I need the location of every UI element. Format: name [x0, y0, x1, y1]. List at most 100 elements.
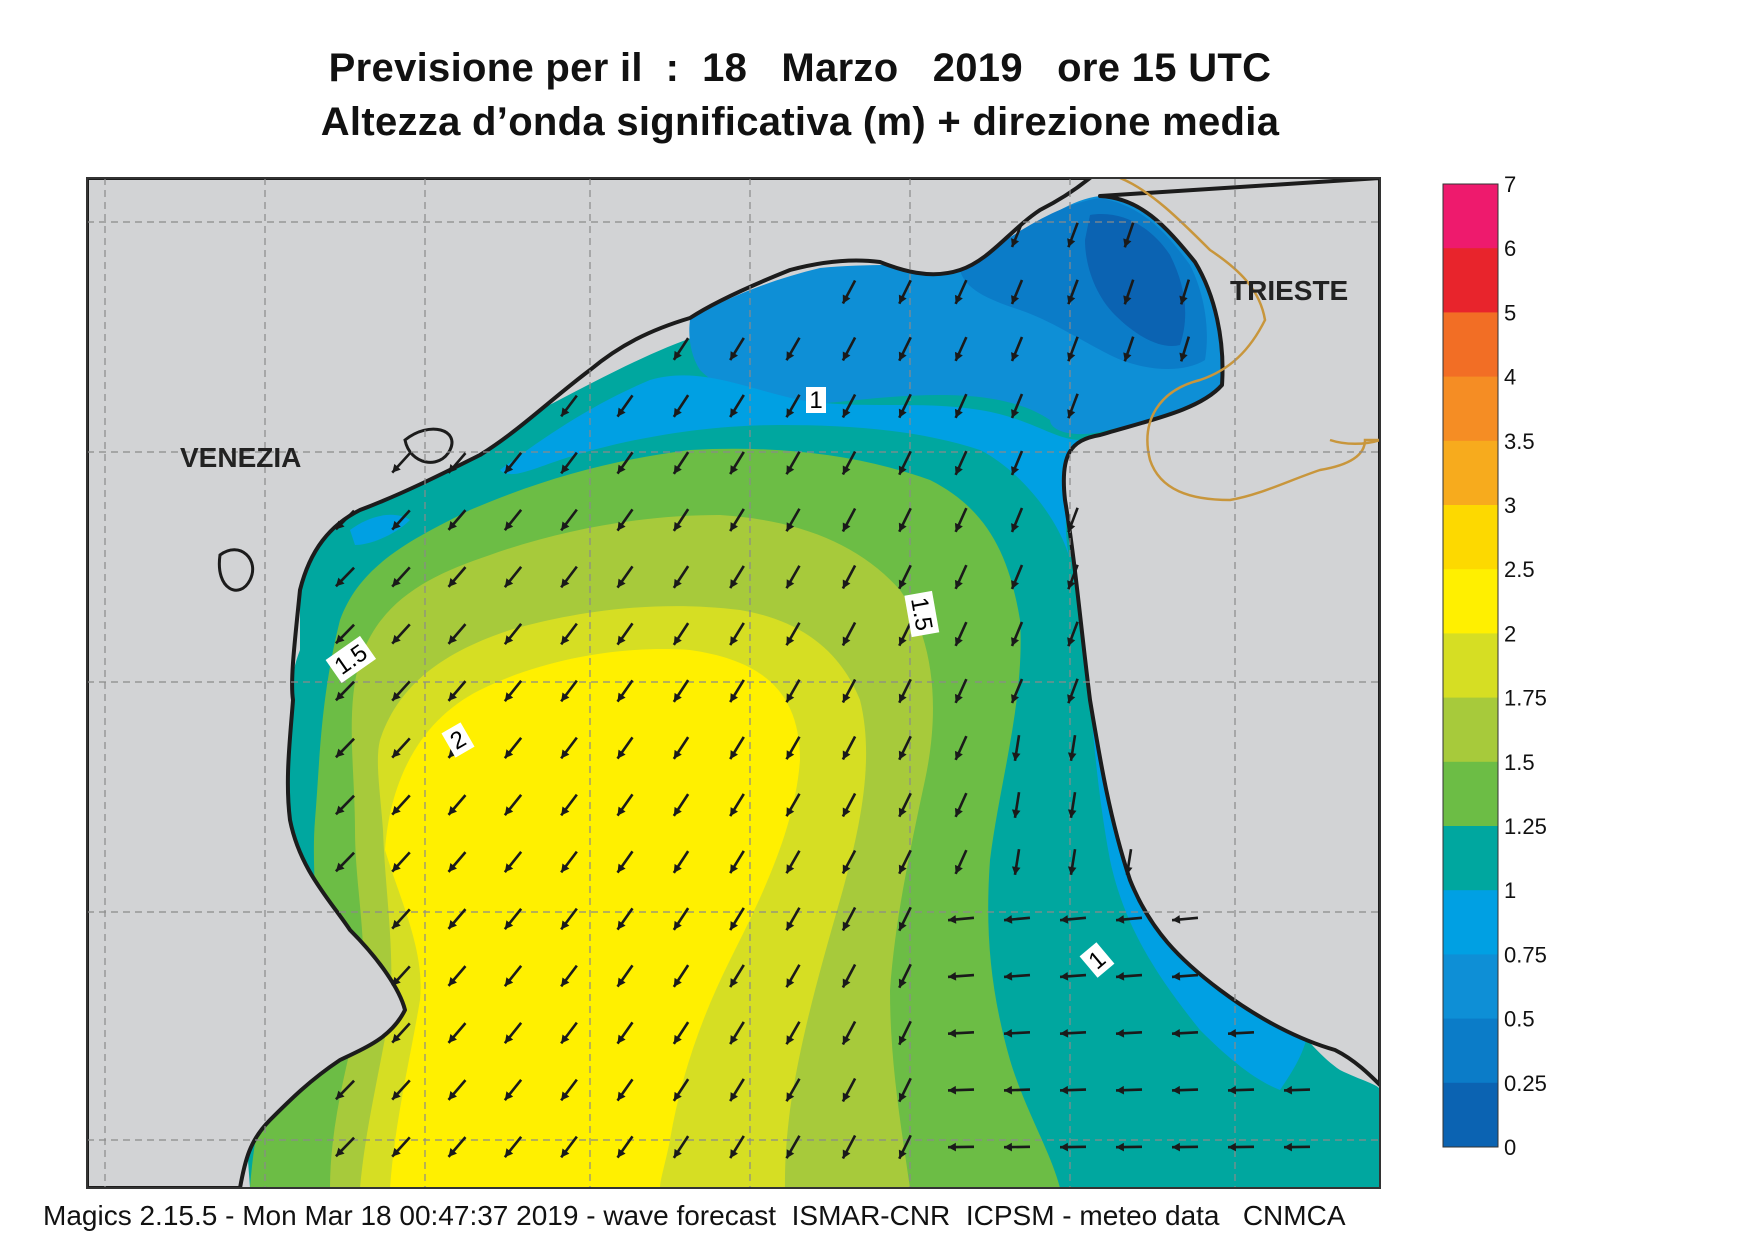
wave-arrow	[954, 621, 968, 647]
title-line-1: Previsione per il : 18 Marzo 2019 ore 15…	[328, 46, 1272, 90]
legend-tick-label: 7	[1504, 172, 1516, 197]
wave-arrow	[616, 622, 634, 646]
wave-arrow	[841, 792, 857, 818]
wave-arrow	[560, 1135, 578, 1159]
wave-arrow	[1003, 1142, 1031, 1152]
legend-swatch	[1443, 376, 1498, 442]
wave-arrow	[447, 794, 467, 816]
wave-arrow	[334, 1136, 356, 1158]
wave-arrow	[447, 1079, 467, 1101]
wave-arrow	[447, 566, 467, 588]
wave-arrow	[841, 450, 857, 476]
wave-arrow	[1123, 336, 1135, 362]
wave-arrow	[560, 622, 578, 646]
wave-arrow	[503, 737, 523, 759]
wave-arrow	[1123, 848, 1133, 876]
wave-arrow	[947, 1028, 975, 1038]
wave-arrow	[841, 621, 857, 647]
wave-arrow	[898, 1020, 912, 1046]
wave-arrow	[1010, 564, 1024, 590]
wave-arrow	[729, 394, 745, 418]
wave-arrow	[729, 850, 745, 874]
wave-arrow	[672, 451, 690, 475]
wave-arrow	[898, 1077, 912, 1103]
wave-arrow	[391, 1079, 411, 1101]
wave-arrow	[898, 564, 912, 590]
wave-arrow	[391, 965, 411, 987]
city-label-trieste: TRIESTE	[1230, 275, 1348, 306]
wave-arrow	[1059, 1028, 1087, 1038]
wave-arrow	[1010, 222, 1024, 248]
wave-arrow	[898, 678, 912, 704]
wave-arrow	[898, 1134, 912, 1160]
wave-arrow	[1067, 222, 1079, 248]
legend-swatch	[1443, 697, 1498, 763]
wave-arrow	[391, 1022, 411, 1044]
wave-arrow	[1171, 915, 1199, 924]
legend-border	[1442, 183, 1499, 1148]
wave-arrow	[954, 792, 968, 818]
border-line-2	[1329, 438, 1380, 445]
wave-arrow	[1003, 972, 1031, 981]
land-masses	[87, 178, 1380, 1188]
wave-arrow	[503, 623, 523, 645]
wave-arrow	[841, 1134, 857, 1160]
wave-arrow	[672, 337, 690, 361]
wave-arrow	[1003, 915, 1031, 924]
wave-arrow	[729, 337, 745, 361]
wave-arrow	[1010, 450, 1024, 476]
wave-arrow	[560, 793, 578, 817]
wave-arrow	[672, 1078, 690, 1102]
wave-arrow	[1115, 1085, 1143, 1095]
wave-arrow	[954, 279, 968, 305]
legend-swatch	[1443, 826, 1498, 891]
wave-arrow	[1283, 1085, 1311, 1095]
wave-arrow	[1010, 279, 1024, 305]
legend-tick-label: 3	[1504, 493, 1516, 518]
graticule	[87, 178, 1380, 1188]
wave-arrow	[391, 452, 411, 474]
wave-arrow	[391, 851, 411, 873]
wave-arrow	[672, 964, 690, 988]
wave-arrow	[1067, 848, 1077, 876]
wave-arrow	[503, 509, 523, 531]
wave-arrow	[503, 908, 523, 930]
wave-arrow	[1067, 791, 1077, 819]
wave-arrow	[1003, 1028, 1031, 1038]
wave-direction-arrows	[334, 222, 1311, 1160]
wave-arrow	[503, 566, 523, 588]
contour-label-1-north: 1	[806, 387, 826, 414]
wave-arrow	[560, 850, 578, 874]
wave-arrow	[672, 679, 690, 703]
wave-arrow	[954, 678, 968, 704]
wave-arrow	[391, 566, 411, 588]
wave-arrow	[841, 678, 857, 704]
legend-swatch	[1443, 633, 1498, 699]
wave-arrow	[616, 736, 634, 760]
wave-arrow	[954, 735, 968, 761]
wave-arrow	[1227, 1028, 1255, 1038]
legend-tick-label: 0.5	[1504, 1007, 1535, 1032]
wave-arrow	[616, 964, 634, 988]
wave-arrow	[560, 736, 578, 760]
wave-arrow	[954, 393, 968, 419]
wave-arrow	[503, 452, 523, 474]
wave-arrow	[560, 565, 578, 589]
wave-arrow	[898, 963, 912, 989]
border-line	[1119, 178, 1380, 502]
legend-tick-label: 2	[1504, 621, 1516, 646]
wave-arrow	[785, 1135, 801, 1159]
wave-arrow	[1171, 972, 1199, 981]
wave-arrow	[898, 336, 912, 362]
legend-swatch	[1443, 1082, 1498, 1148]
wave-arrow	[1059, 1142, 1087, 1152]
legend-tick-label: 2.5	[1504, 557, 1535, 582]
legend-tick-label: 0.25	[1504, 1071, 1547, 1096]
contour-label-1-5-east: 1.5	[904, 590, 940, 638]
wave-arrow	[503, 1136, 523, 1158]
band-2	[385, 649, 800, 1188]
wave-arrow	[503, 680, 523, 702]
legend-tick-label: 1.5	[1504, 750, 1535, 775]
wave-arrow	[616, 1021, 634, 1045]
